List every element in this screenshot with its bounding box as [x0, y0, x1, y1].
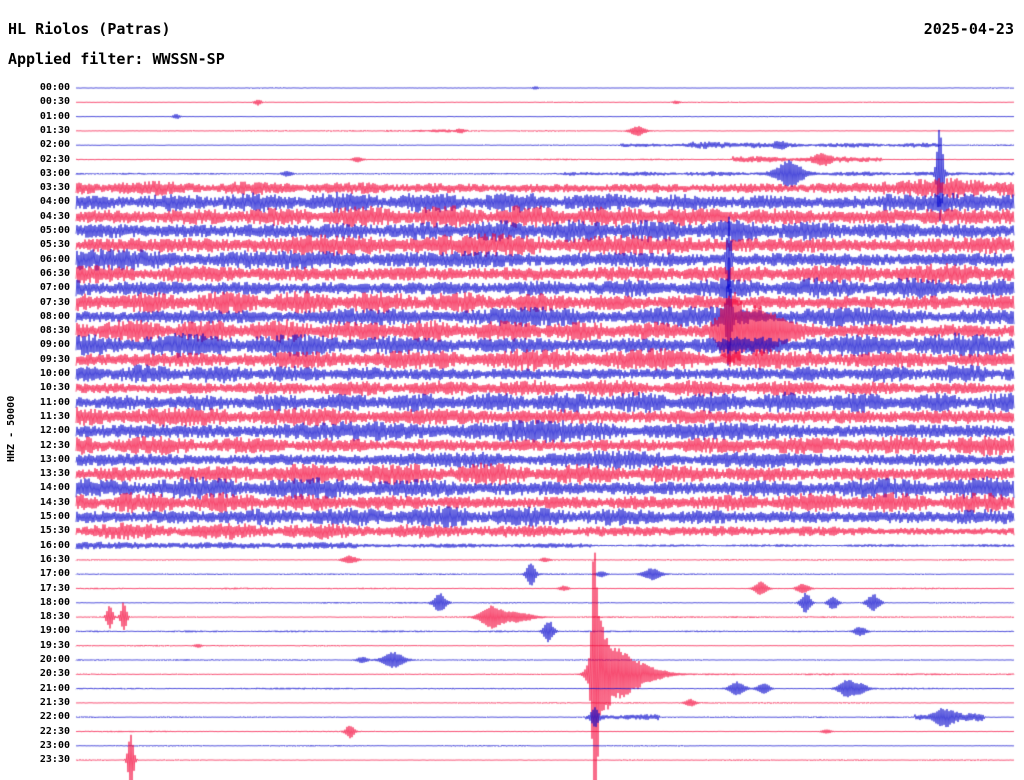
time-label: 07:00: [39, 282, 70, 294]
time-label: 15:00: [39, 511, 70, 522]
time-label: 14:30: [39, 496, 70, 508]
time-label: 13:30: [39, 468, 70, 480]
time-label: 08:00: [39, 310, 70, 322]
time-label: 11:30: [39, 410, 70, 422]
time-label: 12:00: [39, 425, 70, 437]
time-labels: 00:00 00:30 01:00 01:30 02:00 02:30 03:00 03:30…: [0, 0, 71, 780]
time-label: 05:30: [39, 239, 70, 251]
filter-label: Applied filter: WWSSN-SP: [8, 50, 225, 68]
time-label: 19:30: [39, 639, 70, 651]
time-label: 10:00: [39, 368, 70, 379]
time-label: 01:30: [39, 124, 70, 136]
time-label: 18:30: [39, 611, 70, 623]
time-label: 09:00: [39, 339, 70, 351]
time-label: 17:30: [39, 582, 70, 594]
time-label: 20:30: [39, 668, 70, 680]
time-label: 22:30: [39, 725, 70, 737]
time-label: 09:30: [39, 353, 70, 365]
time-label: 21:30: [39, 696, 70, 708]
time-label: 08:30: [39, 325, 70, 337]
time-label: 02:30: [39, 153, 70, 165]
time-label: 11:00: [39, 396, 70, 408]
time-label: 17:00: [39, 568, 70, 580]
time-label: 00:30: [39, 96, 70, 108]
time-label: 03:30: [39, 182, 70, 194]
time-label: 05:00: [39, 225, 70, 236]
time-label: 04:00: [39, 196, 70, 208]
time-label: 23:00: [39, 739, 70, 751]
station-title: HL Riolos (Patras): [8, 20, 171, 38]
time-label: 06:00: [39, 253, 70, 265]
time-label: 15:30: [39, 525, 70, 537]
time-label: 23:30: [39, 754, 70, 766]
time-label: 22:00: [39, 711, 70, 723]
time-label: 14:00: [39, 482, 70, 494]
time-label: 21:00: [39, 682, 70, 694]
time-label: 00:00: [39, 82, 70, 93]
time-label: 04:30: [39, 210, 70, 222]
time-label: 12:30: [39, 439, 70, 451]
time-label: 13:00: [39, 453, 70, 465]
time-label: 03:00: [39, 167, 70, 179]
time-label: 10:30: [39, 382, 70, 394]
time-label: 01:00: [39, 110, 70, 122]
time-label: 19:00: [39, 625, 70, 637]
date-label: 2025-04-23: [923, 20, 1014, 38]
time-label: 07:30: [39, 296, 70, 308]
time-label: 20:00: [39, 654, 70, 665]
time-label: 02:00: [39, 139, 70, 151]
time-label: 16:00: [39, 539, 70, 551]
time-label: 18:00: [39, 596, 70, 608]
time-label: 16:30: [39, 553, 70, 565]
time-label: 06:30: [39, 267, 70, 279]
